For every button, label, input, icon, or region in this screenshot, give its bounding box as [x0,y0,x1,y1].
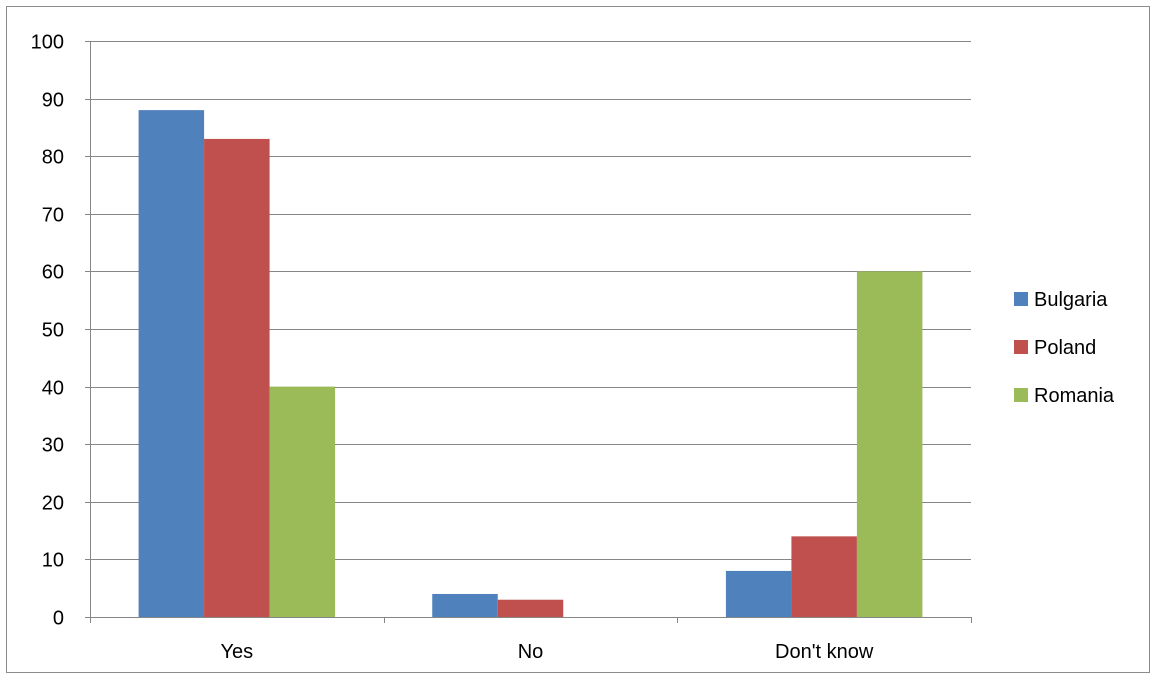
legend: Bulgaria Poland Romania [1014,289,1115,407]
y-tick-label: 90 [42,90,64,112]
legend-label-bulgaria: Bulgaria [1034,289,1108,311]
y-tick-label: 0 [53,608,64,630]
x-tick-label: No [518,641,544,663]
axes [85,41,972,623]
bar-romania-2 [856,271,923,617]
bar-bulgaria-1 [432,593,498,617]
x-tick-label: Don't know [775,641,874,663]
y-tick-label: 100 [31,32,64,54]
bar-poland-1 [497,599,564,617]
y-tick-label: 50 [42,320,64,342]
y-tick-label: 80 [42,147,64,169]
y-tick-label: 10 [42,550,64,572]
bar-poland-0 [204,138,270,618]
legend-swatch-bulgaria [1014,292,1028,306]
bar-bulgaria-0 [138,110,205,618]
y-tick-label: 20 [42,493,64,515]
legend-swatch-poland [1014,340,1028,354]
y-tick-label: 60 [42,262,64,284]
y-tick-label: 30 [42,435,64,457]
bars [138,110,923,618]
bar-romania-0 [269,386,336,617]
y-tick-labels: 0 10 20 30 40 50 60 70 80 90 100 [31,32,64,630]
bar-poland-2 [791,536,857,617]
legend-label-poland: Poland [1034,337,1096,359]
bar-bulgaria-2 [725,570,792,617]
x-tick-labels: Yes No Don't know [221,641,874,663]
y-tick-label: 70 [42,205,64,227]
legend-swatch-romania [1014,388,1028,402]
x-tick-label: Yes [221,641,254,663]
legend-label-romania: Romania [1034,385,1115,407]
y-tick-label: 40 [42,378,64,400]
